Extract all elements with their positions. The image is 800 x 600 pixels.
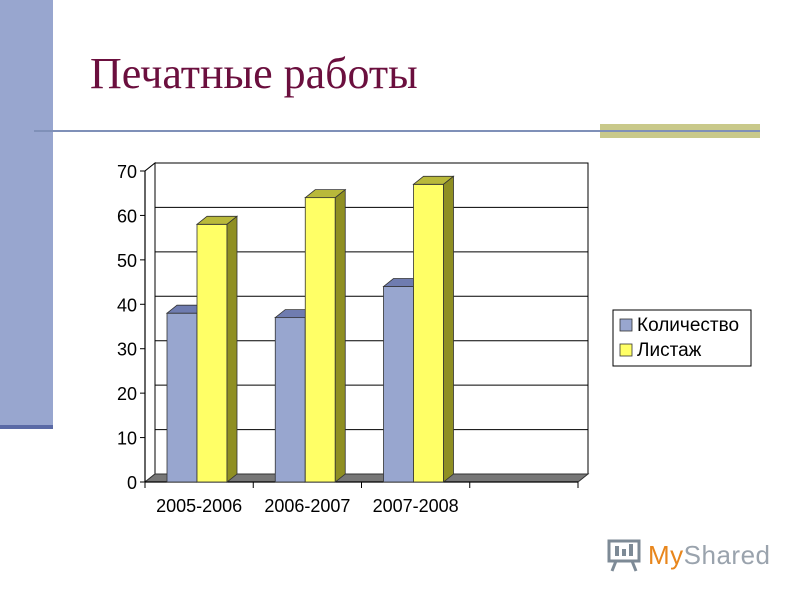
legend-swatch-0 bbox=[619, 318, 633, 332]
legend-label-0: Количество bbox=[637, 315, 739, 336]
y-tick-label: 20 bbox=[117, 384, 137, 404]
y-tick-label: 60 bbox=[117, 206, 137, 226]
bar-side-Листаж-2007-2008 bbox=[443, 175, 454, 483]
y-tick-label: 40 bbox=[117, 295, 137, 315]
x-tick-label: 2005-2006 bbox=[156, 496, 242, 516]
y-tick-label: 50 bbox=[117, 251, 137, 271]
chart-side-wall bbox=[144, 161, 156, 484]
site-logo: MyShared bbox=[606, 538, 771, 572]
legend bbox=[612, 309, 752, 367]
sidebar-accent bbox=[0, 0, 53, 428]
x-tick-label: 2006-2007 bbox=[264, 496, 350, 516]
bar-Листаж-2006-2007 bbox=[304, 197, 336, 483]
y-tick-label: 70 bbox=[117, 162, 137, 182]
legend-label-1: Листаж bbox=[637, 340, 702, 361]
y-tick-label: 10 bbox=[117, 429, 137, 449]
title-divider bbox=[34, 130, 760, 132]
legend-swatch-1 bbox=[619, 343, 633, 357]
sidebar-accent-edge bbox=[0, 425, 53, 429]
bar-side-Листаж-2005-2006 bbox=[226, 215, 238, 483]
bar-Листаж-2005-2006 bbox=[196, 223, 228, 483]
bar-Количество-2007-2008 bbox=[383, 286, 414, 483]
bar-Количество-2006-2007 bbox=[274, 317, 306, 483]
x-tick-label: 2007-2008 bbox=[373, 496, 459, 516]
title-divider-overlay bbox=[600, 130, 760, 132]
bar-Количество-2005-2006 bbox=[166, 312, 198, 483]
bar-Листаж-2007-2008 bbox=[413, 183, 444, 483]
slide-title: Печатные работы bbox=[90, 49, 418, 98]
presentation-icon bbox=[607, 539, 641, 572]
bar-side-Листаж-2006-2007 bbox=[334, 188, 346, 483]
y-tick-label: 30 bbox=[117, 340, 137, 360]
logo-text: MyShared bbox=[648, 539, 771, 570]
y-tick-label: 0 bbox=[127, 473, 137, 493]
